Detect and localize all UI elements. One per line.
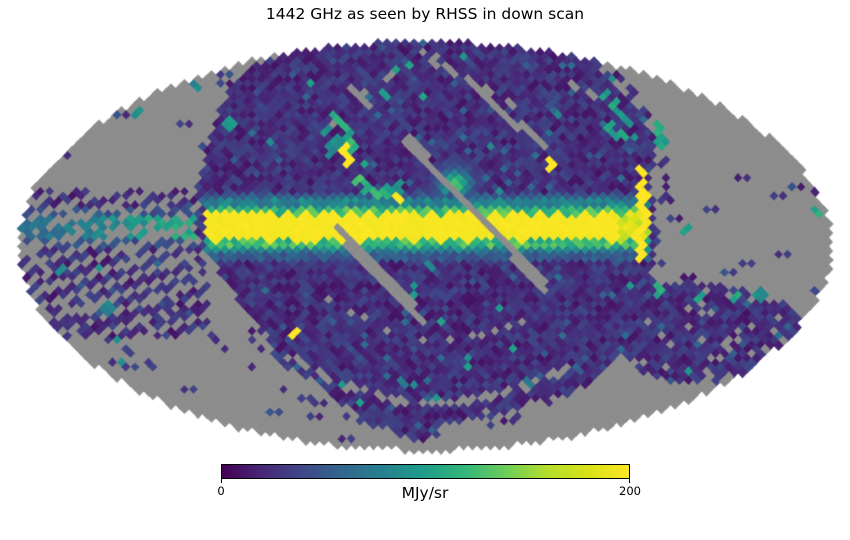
colorbar-tick-max (629, 479, 630, 483)
colorbar-max-label: 200 (619, 484, 641, 498)
colorbar-min-label: 0 (217, 484, 225, 498)
colorbar-tick-min (221, 479, 222, 483)
colorbar-gradient (221, 464, 630, 479)
colorbar-unit-label: MJy/sr (401, 484, 449, 502)
